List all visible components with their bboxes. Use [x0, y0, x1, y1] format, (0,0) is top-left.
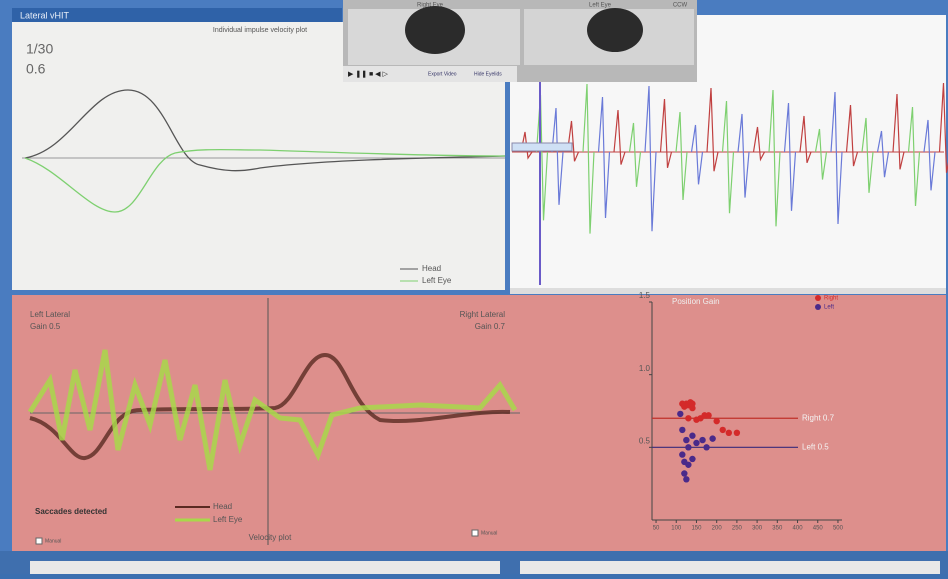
reference-label: Left 0.5	[802, 442, 829, 451]
gain-point	[679, 427, 685, 433]
gain-point	[685, 462, 691, 468]
x-tick-label: 200	[712, 526, 723, 532]
plot-title: Position Gain	[672, 297, 720, 306]
x-tick-label: 100	[671, 526, 682, 532]
play-controls[interactable]: ▶ ❚❚ ■ ◀ ▷	[348, 70, 389, 78]
scrollbar[interactable]	[510, 288, 946, 294]
gain-point	[709, 435, 715, 441]
y-tick-label: 1.0	[639, 364, 651, 373]
legend-marker	[815, 295, 821, 301]
lower-panel	[520, 561, 940, 574]
checkbox[interactable]	[472, 530, 478, 536]
gain-point	[699, 437, 705, 443]
toolbar-button[interactable]: Export Video	[428, 71, 457, 77]
lower-panel	[30, 561, 500, 574]
side-label: Right Lateral	[460, 310, 506, 319]
page: Lateral vHIT Individual impulse velocity…	[0, 0, 948, 574]
plot-title: Velocity plot	[249, 533, 292, 542]
y-tick-label: 1.5	[639, 291, 651, 300]
screen: Lateral vHIT Individual impulse velocity…	[0, 0, 948, 574]
gain-point	[677, 411, 683, 417]
x-tick-label: 400	[793, 526, 804, 532]
panel-title: Individual impulse velocity plot	[213, 27, 307, 34]
x-tick-label: 50	[653, 526, 660, 532]
x-tick-label: 250	[732, 526, 743, 532]
legend-label: Left	[824, 305, 834, 311]
legend-label: Left Eye	[213, 515, 243, 524]
eye-label: Left Eye	[589, 3, 612, 9]
gain-point	[683, 476, 689, 482]
eye-label: CCW	[673, 3, 688, 9]
x-tick-label: 450	[813, 526, 824, 532]
gain-point	[689, 456, 695, 462]
y-tick-label: 0.5	[639, 436, 651, 445]
gain-point	[685, 444, 691, 450]
legend-label: Head	[213, 502, 232, 511]
legend-label: Right	[824, 296, 838, 302]
gain-point	[683, 437, 689, 443]
x-tick-label: 150	[691, 526, 702, 532]
gain-point	[734, 430, 740, 436]
reference-label: Right 0.7	[802, 413, 835, 422]
saccade-notice: Saccades detected	[35, 507, 107, 516]
checkbox[interactable]	[36, 538, 42, 544]
pupil	[587, 8, 643, 52]
tab-title[interactable]: Lateral vHIT	[20, 10, 70, 20]
cursor-box	[512, 143, 572, 151]
x-tick-label: 350	[772, 526, 783, 532]
side-gain: Gain 0.7	[475, 322, 506, 331]
gain-point	[679, 451, 685, 457]
gain-point	[720, 427, 726, 433]
side-gain: Gain 0.5	[30, 322, 61, 331]
gain-point	[689, 433, 695, 439]
gain-point	[685, 415, 691, 421]
gain-point	[705, 412, 711, 418]
side-label: Left Lateral	[30, 310, 70, 319]
legend-marker	[815, 304, 821, 310]
gain-point	[726, 430, 732, 436]
legend-label: Head	[422, 264, 441, 273]
gain: 0.6	[26, 61, 46, 77]
x-tick-label: 500	[833, 526, 844, 532]
counter: 1/30	[26, 41, 53, 57]
gain-point	[713, 418, 719, 424]
checkbox-label: Manual	[45, 538, 61, 544]
gain-point	[681, 470, 687, 476]
gain-point	[693, 440, 699, 446]
pupil	[405, 6, 465, 54]
gain-point	[703, 444, 709, 450]
gain-point	[689, 401, 695, 407]
toolbar-button[interactable]: Hide Eyelids	[474, 71, 502, 77]
x-tick-label: 300	[752, 526, 763, 532]
checkbox-label: Manual	[481, 530, 497, 536]
legend-label: Left Eye	[422, 276, 452, 285]
